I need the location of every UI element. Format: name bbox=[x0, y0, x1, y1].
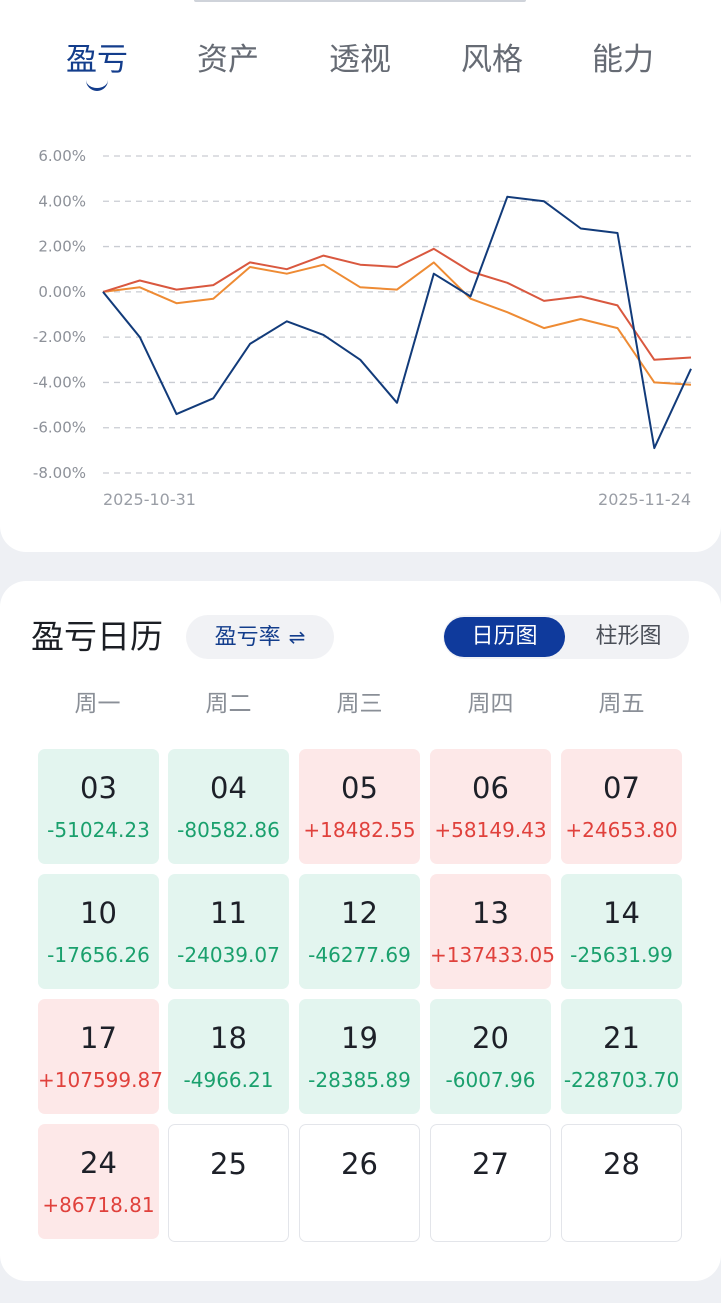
y-tick-label: -2.00% bbox=[33, 328, 86, 346]
calendar-day-cell[interactable]: 18 -4966.21 bbox=[168, 999, 289, 1114]
return-line-chart[interactable]: 6.00% 4.00% 2.00% 0.00% -2.00% -4.00% -6.00% -8… bbox=[0, 130, 721, 530]
day-pnl-value: -4966.21 bbox=[183, 1068, 274, 1092]
day-pnl-value: -24039.07 bbox=[177, 943, 280, 967]
day-number: 07 bbox=[603, 771, 640, 805]
y-tick-label: 6.00% bbox=[38, 147, 86, 165]
day-number: 03 bbox=[80, 771, 117, 805]
calendar-day-cell[interactable]: 04 -80582.86 bbox=[168, 749, 289, 864]
drag-handle[interactable] bbox=[194, 0, 526, 2]
day-pnl-value: +24653.80 bbox=[565, 818, 678, 842]
tab-label: 能力 bbox=[592, 42, 654, 78]
calendar-day-cell[interactable]: 13 +137433.05 bbox=[430, 874, 555, 989]
calendar-day-cell[interactable]: 07 +24653.80 bbox=[561, 749, 682, 864]
day-pnl-value: +18482.55 bbox=[303, 818, 416, 842]
day-pnl-value: -17656.26 bbox=[47, 943, 150, 967]
calendar-day-cell[interactable]: 26 bbox=[299, 1124, 420, 1242]
calendar-day-cell[interactable]: 06 +58149.43 bbox=[430, 749, 551, 864]
day-pnl-value: -28385.89 bbox=[308, 1068, 411, 1092]
calendar-day-cell[interactable]: 24 +86718.81 bbox=[38, 1124, 159, 1239]
day-number: 13 bbox=[472, 896, 509, 930]
day-pnl-value: -46277.69 bbox=[308, 943, 411, 967]
view-toggle: 日历图 柱形图 bbox=[443, 615, 689, 659]
view-calendar-button[interactable]: 日历图 bbox=[444, 617, 565, 657]
weekday-label: 周四 bbox=[467, 691, 514, 717]
calendar-day-cell[interactable]: 10 -17656.26 bbox=[38, 874, 159, 989]
calendar-day-cell[interactable]: 20 -6007.96 bbox=[430, 999, 551, 1114]
series-line-2 bbox=[102, 261, 692, 386]
y-tick-label: -6.00% bbox=[33, 419, 86, 437]
calendar-day-cell[interactable]: 21 -228703.70 bbox=[561, 999, 682, 1114]
day-pnl-value: +86718.81 bbox=[42, 1193, 155, 1217]
calendar-day-cell[interactable]: 27 bbox=[430, 1124, 551, 1242]
weekday-label: 周五 bbox=[598, 691, 645, 717]
tab-label: 盈亏 bbox=[66, 42, 128, 78]
day-number: 14 bbox=[603, 896, 640, 930]
day-number: 19 bbox=[341, 1021, 378, 1055]
weekday-header: 周一 周二 周三 周四 周五 bbox=[0, 686, 721, 722]
weekday-label: 周二 bbox=[205, 691, 252, 717]
y-tick-label: 4.00% bbox=[38, 192, 86, 210]
series-line-1 bbox=[102, 247, 692, 361]
x-tick-label: 2025-10-31 bbox=[103, 490, 196, 509]
day-number: 25 bbox=[210, 1147, 247, 1181]
day-pnl-value: -80582.86 bbox=[177, 818, 280, 842]
day-pnl-value: +107599.87 bbox=[38, 1068, 163, 1092]
day-number: 12 bbox=[341, 896, 378, 930]
tab-perspective[interactable]: 透视 bbox=[300, 38, 420, 82]
tab-active-indicator bbox=[86, 78, 108, 91]
weekday-label: 周三 bbox=[336, 691, 383, 717]
performance-card: 盈亏 资产 透视 风格 能力 6.00% 4.00% 2.00% 0.00% -2.00… bbox=[0, 0, 721, 552]
calendar-day-cell[interactable]: 03 -51024.23 bbox=[38, 749, 159, 864]
pnl-calendar-card: 盈亏日历 盈亏率 ⇌ 日历图 柱形图 周一 周二 周三 周四 周五 03 -5102… bbox=[0, 581, 721, 1281]
series-line-0 bbox=[102, 195, 692, 450]
tab-label: 风格 bbox=[461, 42, 523, 78]
day-pnl-value: -228703.70 bbox=[563, 1068, 680, 1092]
day-number: 20 bbox=[472, 1021, 509, 1055]
day-number: 10 bbox=[80, 896, 117, 930]
tab-pnl[interactable]: 盈亏 bbox=[37, 38, 157, 91]
day-number: 05 bbox=[341, 771, 378, 805]
tab-ability[interactable]: 能力 bbox=[563, 38, 683, 82]
day-number: 11 bbox=[210, 896, 247, 930]
day-pnl-value: -25631.99 bbox=[570, 943, 673, 967]
calendar-title: 盈亏日历 bbox=[31, 617, 163, 656]
day-number: 28 bbox=[603, 1147, 640, 1181]
swap-icon: ⇌ bbox=[288, 625, 306, 649]
calendar-day-cell[interactable]: 12 -46277.69 bbox=[299, 874, 420, 989]
calendar-day-cell[interactable]: 11 -24039.07 bbox=[168, 874, 289, 989]
metric-label: 盈亏率 bbox=[214, 625, 281, 650]
calendar-day-cell[interactable]: 28 bbox=[561, 1124, 682, 1242]
view-bar-button[interactable]: 柱形图 bbox=[595, 624, 662, 649]
day-pnl-value: +137433.05 bbox=[430, 943, 555, 967]
tab-label: 透视 bbox=[329, 42, 391, 78]
tab-assets[interactable]: 资产 bbox=[168, 38, 288, 82]
weekday-label: 周一 bbox=[74, 691, 121, 717]
day-number: 24 bbox=[80, 1146, 117, 1180]
day-number: 21 bbox=[603, 1021, 640, 1055]
calendar-day-cell[interactable]: 14 -25631.99 bbox=[561, 874, 682, 989]
metric-switch-button[interactable]: 盈亏率 ⇌ bbox=[186, 615, 334, 659]
y-tick-label: 2.00% bbox=[38, 238, 86, 256]
day-number: 06 bbox=[472, 771, 509, 805]
day-pnl-value: +58149.43 bbox=[434, 818, 547, 842]
x-tick-label: 2025-11-24 bbox=[598, 490, 691, 509]
calendar-day-cell[interactable]: 19 -28385.89 bbox=[299, 999, 420, 1114]
y-tick-label: -4.00% bbox=[33, 373, 86, 391]
tab-label: 资产 bbox=[197, 42, 259, 78]
tab-bar: 盈亏 资产 透视 风格 能力 bbox=[0, 38, 721, 98]
y-tick-label: -8.00% bbox=[33, 464, 86, 482]
calendar-day-cell[interactable]: 17 +107599.87 bbox=[38, 999, 163, 1114]
day-number: 17 bbox=[80, 1021, 117, 1055]
day-number: 18 bbox=[210, 1021, 247, 1055]
day-number: 26 bbox=[341, 1147, 378, 1181]
calendar-day-cell[interactable]: 05 +18482.55 bbox=[299, 749, 420, 864]
y-tick-label: 0.00% bbox=[38, 283, 86, 301]
day-pnl-value: -51024.23 bbox=[47, 818, 150, 842]
day-pnl-value: -6007.96 bbox=[445, 1068, 536, 1092]
calendar-day-cell[interactable]: 25 bbox=[168, 1124, 289, 1242]
tab-style[interactable]: 风格 bbox=[432, 38, 552, 82]
day-number: 27 bbox=[472, 1147, 509, 1181]
day-number: 04 bbox=[210, 771, 247, 805]
